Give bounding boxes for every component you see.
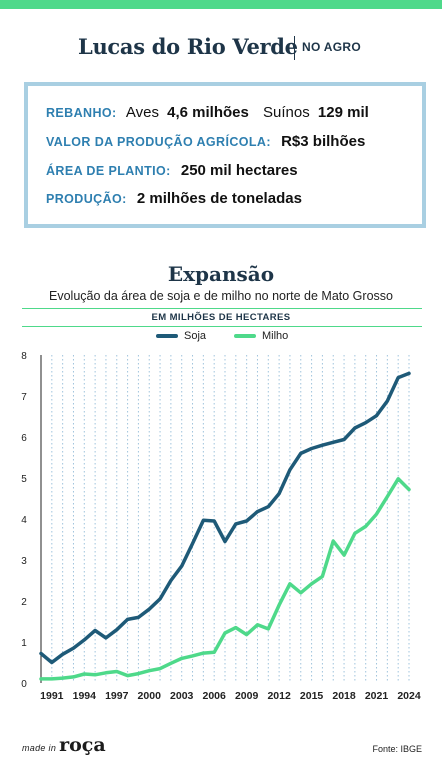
rebanho-label: REBANHO: [46, 106, 117, 120]
legend-label-soja: Soja [184, 330, 207, 342]
chart-subtitle: Evolução da área de soja e de milho no n… [49, 289, 393, 303]
y-tick-label: 7 [21, 392, 27, 403]
x-tick-label: 2018 [332, 690, 356, 702]
producao-label: PRODUÇÃO: [46, 192, 127, 206]
header-tag: NO AGRO [302, 40, 361, 54]
page-title: Lucas do Rio Verde [78, 34, 298, 59]
info-row-valor: VALOR DA PRODUÇÃO AGRÍCOLA: R$3 bilhões [46, 133, 375, 150]
x-tick-label: 2024 [397, 690, 421, 702]
valor-value: R$3 bilhões [281, 133, 366, 150]
y-tick-label: 3 [21, 556, 27, 567]
info-row-rebanho: REBANHO: Aves 4,6 milhões Suínos 129 mil [46, 104, 379, 121]
top-accent-bar [0, 0, 442, 9]
y-tick-label: 8 [21, 351, 27, 362]
x-tick-label: 2000 [138, 690, 162, 702]
y-tick-label: 6 [21, 433, 27, 444]
chart-legend: Soja Milho [0, 330, 442, 346]
series-line-milho [39, 477, 411, 681]
line-chart: 0 1 2 3 4 5 6 7 8 1991 1994 1997 2000 2003 2006 2009 201… [21, 351, 421, 702]
x-tick-label: 2021 [365, 690, 389, 702]
x-tick-label: 2006 [202, 690, 226, 702]
brand-big-text: roça [59, 734, 106, 756]
x-tick-label: 2003 [170, 690, 194, 702]
suinos-label: Suínos [263, 104, 310, 121]
y-tick-label: 4 [21, 515, 27, 526]
info-box [24, 82, 426, 228]
x-tick-label: 1994 [73, 690, 97, 702]
legend-swatch-milho [234, 334, 256, 338]
legend-label-milho: Milho [262, 330, 289, 342]
y-tick-label: 5 [21, 474, 27, 485]
units-label: EM MILHÕES DE HECTARES [151, 312, 291, 323]
valor-label: VALOR DA PRODUÇÃO AGRÍCOLA: [46, 135, 271, 149]
y-tick-label: 1 [21, 638, 27, 649]
brand-small-text: made in [22, 743, 57, 753]
aves-label: Aves [125, 104, 159, 121]
info-row-producao: PRODUÇÃO: 2 milhões de toneladas [46, 190, 312, 207]
y-tick-label: 0 [21, 679, 27, 690]
aves-value: 4,6 milhões [167, 104, 249, 121]
title-divider [294, 36, 295, 60]
header: Lucas do Rio Verde NO AGRO [0, 34, 442, 62]
source-note: Fonte: IBGE [372, 744, 422, 754]
suinos-value: 129 mil [317, 104, 369, 121]
legend-item-soja: Soja [156, 330, 206, 342]
area-label: ÁREA DE PLANTIO: [46, 164, 171, 178]
x-tick-label: 1997 [105, 690, 129, 702]
units-bottom-rule [22, 326, 422, 327]
brand-logo: made in roça [22, 734, 106, 756]
x-tick-label: 2012 [267, 690, 291, 702]
legend-swatch-soja [156, 334, 178, 338]
x-tick-label: 2009 [235, 690, 259, 702]
y-tick-label: 2 [21, 597, 27, 608]
info-row-area: ÁREA DE PLANTIO: 250 mil hectares [46, 162, 308, 179]
producao-value: 2 milhões de toneladas [136, 190, 302, 207]
x-tick-label: 1991 [40, 690, 64, 702]
area-value: 250 mil hectares [180, 162, 298, 179]
units-top-rule [22, 308, 422, 309]
legend-item-milho: Milho [234, 330, 288, 342]
series-line-soja [39, 371, 411, 665]
x-tick-label: 2015 [300, 690, 324, 702]
chart-title: Expansão [167, 262, 275, 286]
